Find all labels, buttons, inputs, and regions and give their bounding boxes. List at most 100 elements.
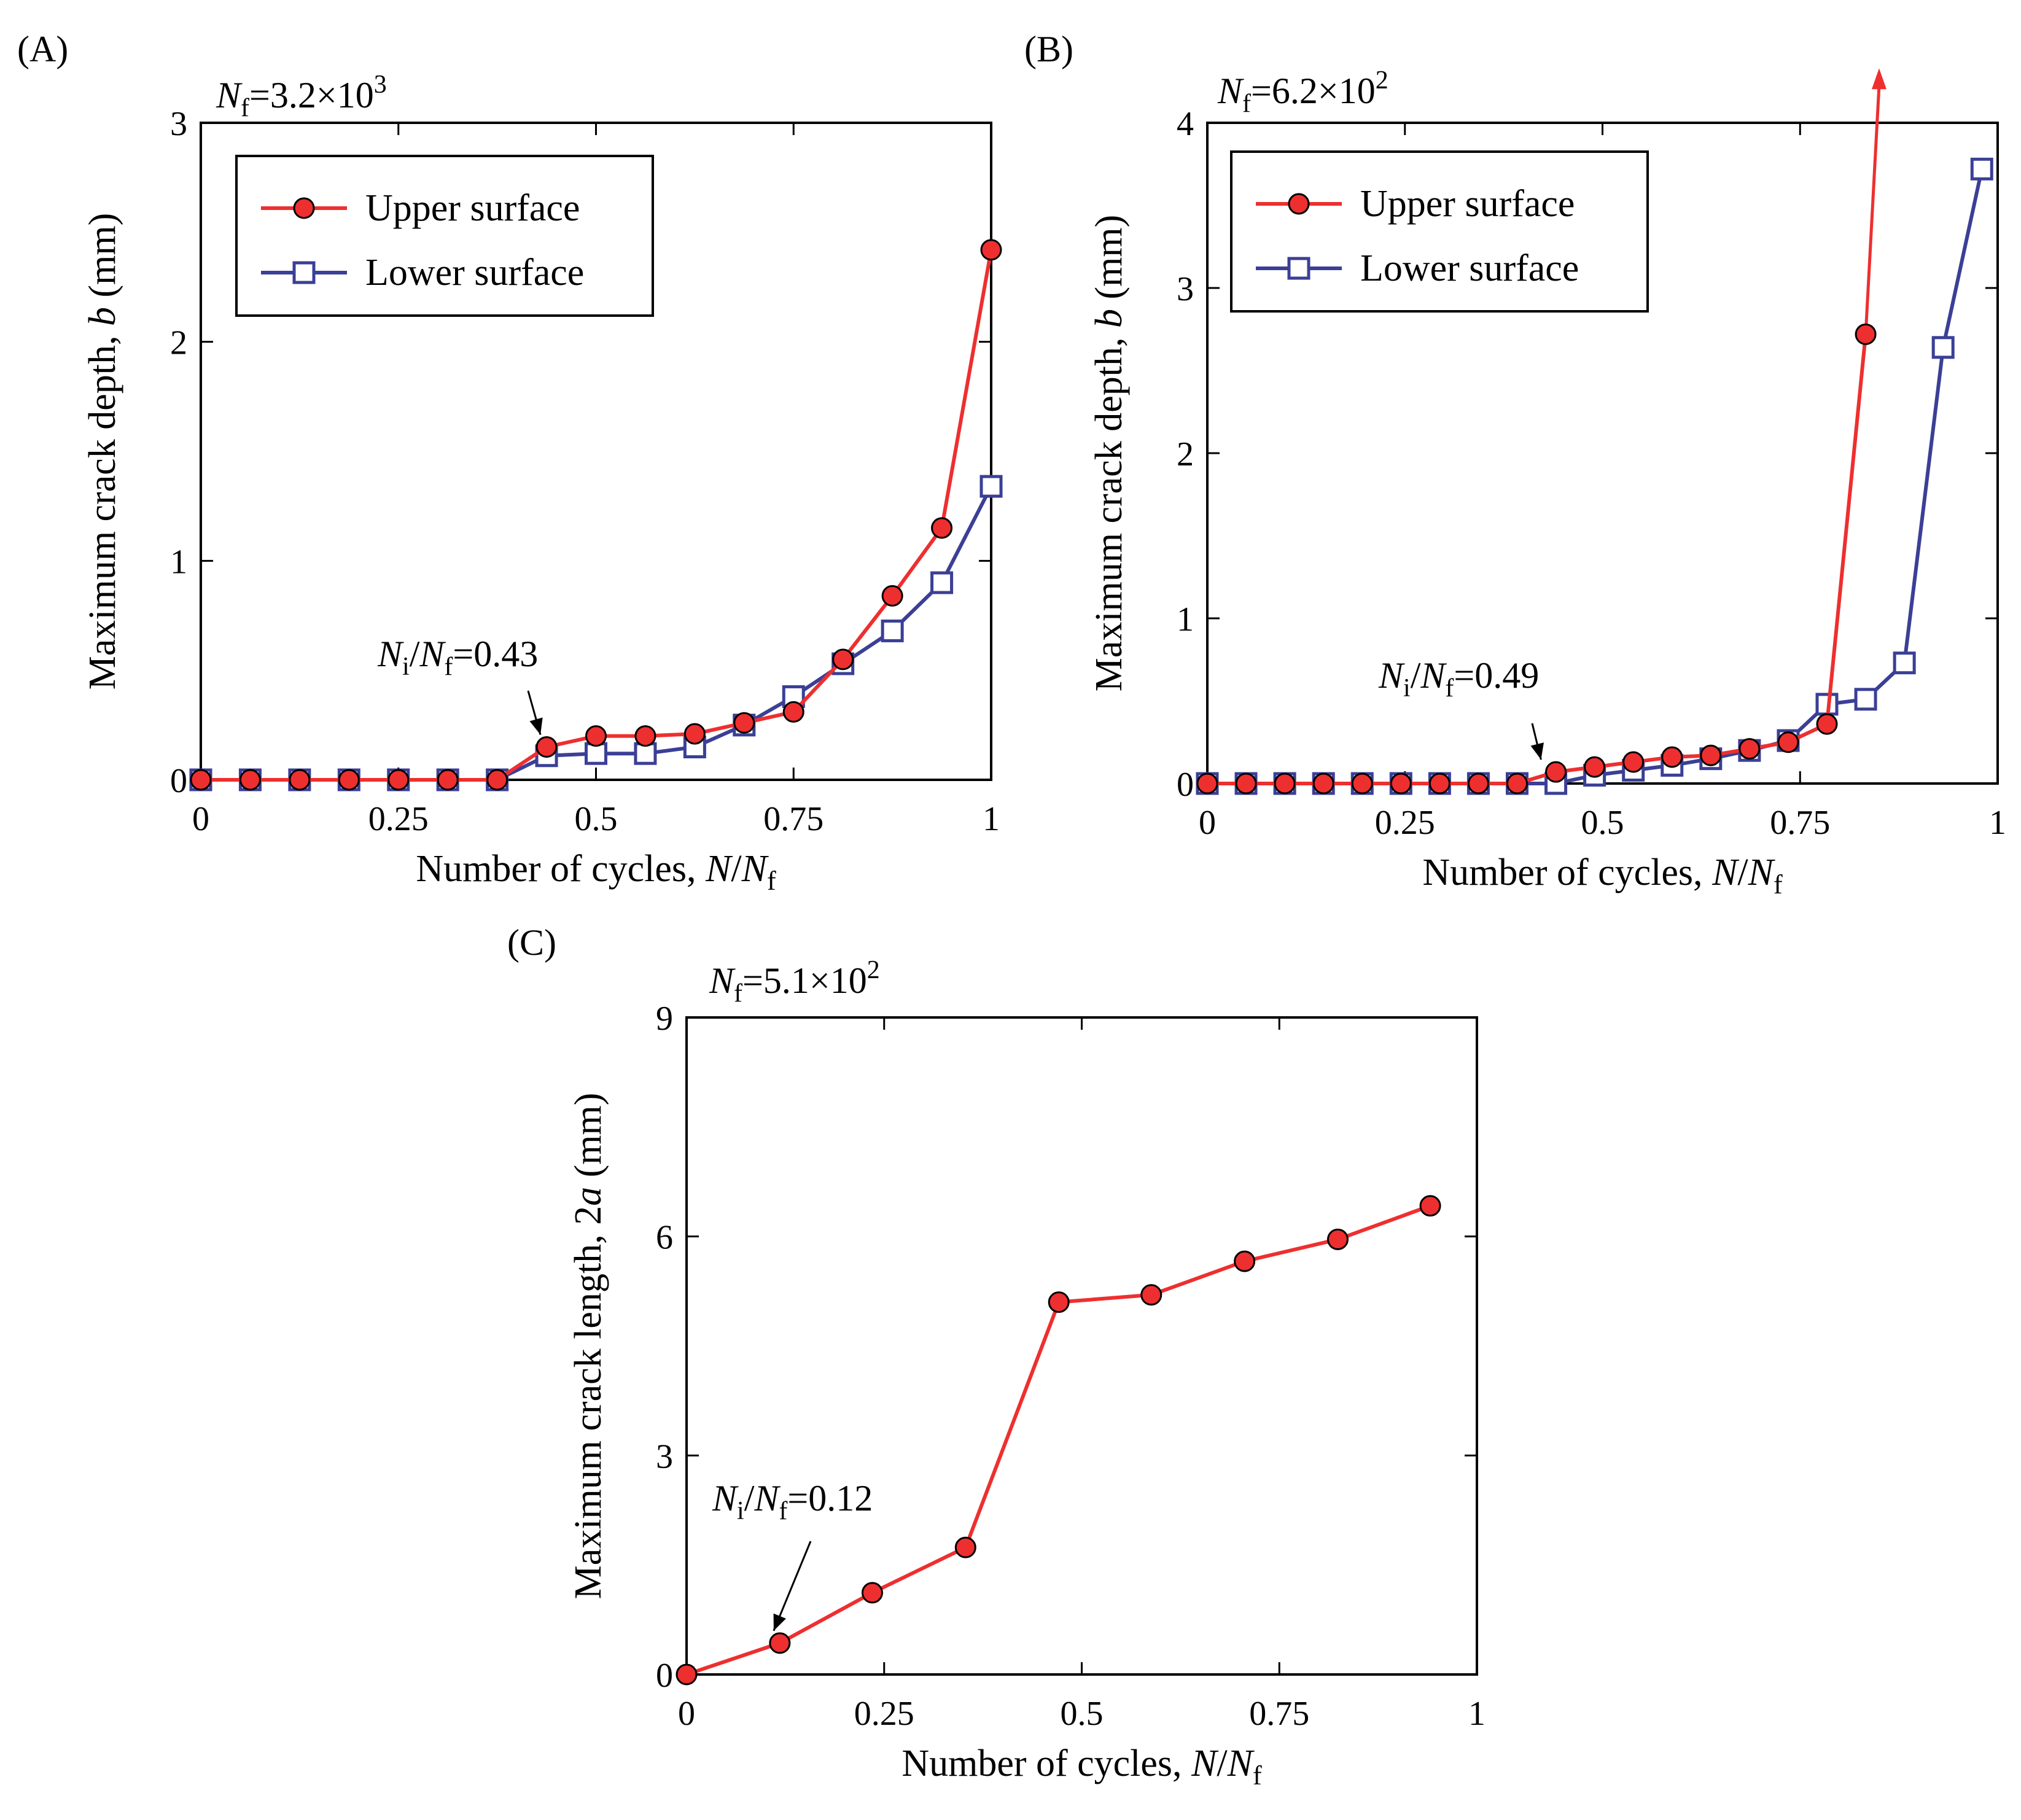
x-tick-label: 0.25: [854, 1695, 914, 1733]
y-tick-label: 3: [170, 105, 187, 143]
x-tick-label: 0: [678, 1695, 695, 1733]
annotation-den: N: [419, 634, 446, 674]
data-point-upper: [1545, 761, 1567, 783]
x-label-text: Number of cycles,: [901, 1743, 1191, 1784]
data-point-lower: [930, 571, 954, 594]
annotation-var: N: [1378, 655, 1405, 696]
panel-label: (C): [507, 922, 556, 963]
data-point-upper: [486, 769, 508, 791]
x-label-text: Number of cycles,: [416, 848, 706, 890]
x-tick-label: 0.75: [1770, 804, 1830, 842]
data-point-upper: [1274, 772, 1296, 795]
data-point-upper: [861, 1582, 883, 1604]
data-point-lower: [1931, 336, 1955, 359]
x-tick-label: 0.5: [1581, 804, 1624, 842]
y-tick-label: 3: [1177, 270, 1194, 308]
panel-label: (B): [1024, 29, 1073, 69]
y-label-text: Maximum crack depth,: [82, 326, 123, 690]
data-point-upper: [782, 701, 804, 723]
annotation-value: =0.43: [453, 634, 538, 674]
data-point-upper: [931, 517, 953, 539]
data-point-upper: [1419, 1195, 1441, 1217]
y-tick-label: 9: [656, 1000, 673, 1038]
x-label-text: Number of cycles,: [1422, 852, 1712, 893]
data-point-upper: [1351, 772, 1373, 795]
title-var: N: [216, 75, 243, 115]
annotation-den: N: [753, 1478, 781, 1519]
x-tick-label: 0.25: [368, 800, 429, 838]
data-point-upper: [585, 725, 607, 747]
data-point-upper: [1506, 772, 1528, 795]
annotation-slash: /: [410, 634, 420, 674]
data-point-upper: [1390, 772, 1412, 795]
annotation-value: =0.49: [1454, 655, 1539, 696]
data-point-upper: [832, 648, 854, 671]
y-label-unit: (mm): [567, 1093, 609, 1187]
annotation-arrow-head: [1530, 742, 1544, 760]
y-axis-label: Maximum crack depth, b (mm): [1088, 215, 1130, 692]
x-tick-label: 0: [1199, 804, 1216, 842]
panel-label: (A): [17, 29, 68, 69]
data-point-upper: [1326, 1228, 1349, 1250]
y-label-text: Maximum crack depth,: [1088, 328, 1130, 691]
chart-title: Nf=5.1×102: [709, 956, 880, 1008]
data-point-upper: [1661, 746, 1683, 768]
chart-title: Nf=6.2×102: [1217, 66, 1388, 118]
data-point-upper: [1196, 772, 1218, 795]
data-point-upper: [535, 736, 558, 758]
data-point-lower: [1970, 157, 1993, 181]
legend-marker-lower: [292, 261, 316, 284]
annotation-slash: /: [1411, 655, 1421, 696]
legend-label: Upper surface: [365, 187, 580, 229]
title-subscript: f: [241, 94, 249, 122]
x-label-var: N: [1711, 852, 1740, 893]
y-axis-label: Maximum crack length, 2a (mm): [567, 1093, 609, 1600]
x-label-slash: /: [731, 848, 742, 890]
data-point-upper: [1700, 744, 1722, 766]
title-exponent: 2: [867, 956, 880, 984]
plot-frame: [685, 1016, 1478, 1676]
annotation-arrow-head: [529, 717, 543, 735]
data-point-upper: [881, 585, 903, 607]
y-tick-label: 0: [656, 1657, 673, 1695]
data-point-upper: [980, 239, 1002, 261]
annotation-den-subscript: f: [1445, 674, 1454, 702]
overflow-arrow-head: [1871, 68, 1887, 90]
x-label-var: N: [1191, 1743, 1219, 1784]
x-label-var2: N: [741, 848, 769, 890]
annotation-value: =0.12: [787, 1478, 873, 1519]
x-label-subscript: f: [767, 866, 776, 896]
data-point-upper: [733, 712, 755, 734]
annotation-var-subscript: i: [402, 653, 410, 681]
data-point-upper: [289, 769, 311, 791]
chart-title: Nf=3.2×103: [216, 71, 387, 122]
data-point-upper: [1777, 731, 1799, 753]
data-point-upper: [683, 723, 706, 745]
legend-label: Lower surface: [365, 252, 584, 294]
annotation-var: N: [377, 634, 404, 674]
y-tick-label: 6: [656, 1219, 673, 1257]
x-tick-label: 0.75: [1249, 1695, 1309, 1733]
x-label-slash: /: [1217, 1743, 1228, 1784]
y-label-unit: (mm): [82, 213, 123, 307]
title-value: =5.1×10: [742, 960, 867, 1001]
x-tick-label: 1: [1468, 1695, 1486, 1733]
y-tick-label: 3: [656, 1437, 673, 1476]
y-tick-label: 4: [1177, 105, 1194, 143]
x-axis-label: Number of cycles, N/Nf: [901, 1743, 1262, 1791]
data-point-lower: [1893, 651, 1916, 675]
data-point-lower: [1854, 688, 1877, 711]
title-value: =6.2×10: [1251, 71, 1376, 111]
y-tick-label: 2: [1177, 435, 1194, 473]
x-tick-label: 0.5: [1061, 1695, 1104, 1733]
data-point-upper: [954, 1536, 976, 1558]
legend-box: [1230, 150, 1649, 313]
title-subscript: f: [1242, 90, 1251, 118]
x-label-subscript: f: [1774, 869, 1783, 900]
x-tick-label: 0.25: [1375, 804, 1435, 842]
x-label-subscript: f: [1253, 1760, 1262, 1791]
annotation-var-subscript: i: [737, 1497, 744, 1525]
title-exponent: 2: [1376, 66, 1388, 95]
